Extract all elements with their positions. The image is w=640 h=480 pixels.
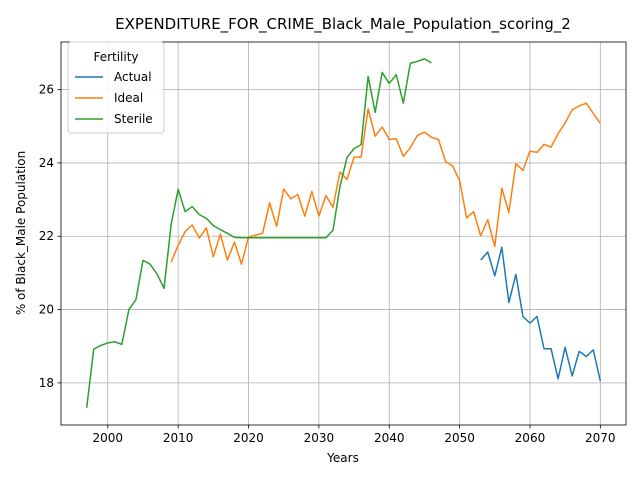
plot-lines <box>85 58 602 408</box>
chart-title: EXPENDITURE_FOR_CRIME_Black_Male_Populat… <box>115 15 571 34</box>
y-tick-label: 22 <box>39 229 54 243</box>
x-tick-label: 2030 <box>304 431 335 445</box>
x-tick-label: 2020 <box>233 431 264 445</box>
y-tick-label: 24 <box>39 156 54 170</box>
x-axis-label: Years <box>326 451 359 465</box>
legend-label-ideal: Ideal <box>114 91 143 105</box>
series-line-actual <box>480 246 602 382</box>
legend-items: Actual Ideal Sterile <box>75 70 153 126</box>
x-tick-label: 2050 <box>444 431 475 445</box>
legend-label-actual: Actual <box>114 70 152 84</box>
legend-box <box>67 41 165 134</box>
y-axis: 18 20 22 24 26 <box>39 83 61 390</box>
y-tick-label: 20 <box>39 303 54 317</box>
y-axis-label: % of Black_Male Population <box>14 151 28 315</box>
x-tick-label: 2000 <box>93 431 124 445</box>
series-line-sterile <box>85 58 432 408</box>
x-axis: 2000 2010 2020 2030 2040 2050 2060 2070 <box>93 425 616 445</box>
grid <box>61 42 626 425</box>
legend: Fertility Actual Ideal Sterile <box>67 41 165 134</box>
x-tick-label: 2070 <box>585 431 616 445</box>
x-tick-label: 2010 <box>163 431 194 445</box>
y-tick-label: 26 <box>39 83 54 97</box>
series-line-ideal <box>170 102 601 265</box>
legend-title: Fertility <box>93 50 138 64</box>
x-tick-label: 2060 <box>515 431 546 445</box>
y-tick-label: 18 <box>39 376 54 390</box>
plot-frame <box>60 41 627 426</box>
legend-label-sterile: Sterile <box>114 112 153 126</box>
x-tick-label: 2040 <box>374 431 405 445</box>
